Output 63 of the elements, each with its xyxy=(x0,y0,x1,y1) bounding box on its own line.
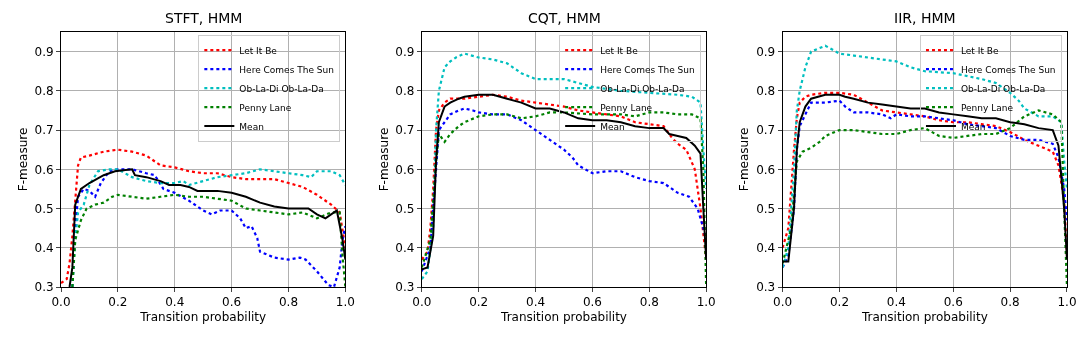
x-tick-label: 0.4 xyxy=(886,295,906,310)
legend-label: Mean xyxy=(600,121,625,132)
y-axis-title: F-measure xyxy=(737,127,752,192)
legend-label: Let It Be xyxy=(960,45,999,56)
y-tick-label: 0.6 xyxy=(756,162,776,177)
legend-label: Ob-La-Di Ob-La-Da xyxy=(239,83,324,94)
legend-label: Let It Be xyxy=(239,45,278,56)
x-tick-label: 0.2 xyxy=(108,295,128,310)
legend-label: Here Comes The Sun xyxy=(960,64,1056,75)
chart-title: STFT, HMM xyxy=(165,10,243,26)
x-tick-label: 0.6 xyxy=(582,295,602,310)
legend-label: Penny Lane xyxy=(960,102,1014,113)
y-tick-label: 0.7 xyxy=(34,123,54,138)
legend-label: Ob-La-Di Ob-La-Da xyxy=(960,83,1046,94)
x-tick-label: 0.8 xyxy=(278,295,299,310)
legend-label: Mean xyxy=(239,121,264,132)
y-axis-title: F-measure xyxy=(376,127,391,192)
y-tick-label: 0.4 xyxy=(756,240,776,255)
x-tick-label: 0.0 xyxy=(51,295,71,310)
y-tick-label: 0.4 xyxy=(395,240,415,255)
y-tick-label: 0.6 xyxy=(34,162,54,177)
x-axis-title: Transition probability xyxy=(139,310,267,325)
x-tick-label: 0.6 xyxy=(943,295,963,310)
y-tick-label: 0.5 xyxy=(395,201,415,216)
x-tick-label: 0.4 xyxy=(165,295,185,310)
x-tick-label: 0.0 xyxy=(773,295,793,310)
x-tick-label: 0.0 xyxy=(412,295,432,310)
y-tick-label: 0.3 xyxy=(756,280,776,295)
x-tick-label: 0.6 xyxy=(222,295,242,310)
chart-title: CQT, HMM xyxy=(528,10,601,26)
legend-label: Here Comes The Sun xyxy=(239,64,334,75)
y-tick-label: 0.9 xyxy=(34,44,54,59)
legend-label: Penny Lane xyxy=(239,102,292,113)
legend-label: Penny Lane xyxy=(600,102,653,113)
y-tick-label: 0.3 xyxy=(395,280,415,295)
x-tick-label: 0.2 xyxy=(829,295,850,310)
x-axis-title: Transition probability xyxy=(500,310,627,325)
y-tick-label: 0.5 xyxy=(34,201,54,216)
x-tick-label: 1.0 xyxy=(1057,295,1077,310)
y-tick-label: 0.8 xyxy=(756,84,776,99)
y-tick-label: 0.8 xyxy=(34,84,54,99)
x-tick-label: 0.2 xyxy=(469,295,489,310)
x-axis-title: Transition probability xyxy=(860,310,988,325)
y-tick-label: 0.3 xyxy=(34,280,54,295)
x-tick-label: 0.8 xyxy=(1000,295,1020,310)
y-tick-label: 0.8 xyxy=(395,84,415,99)
y-tick-label: 0.5 xyxy=(756,201,776,216)
y-tick-label: 0.7 xyxy=(756,123,776,138)
x-tick-label: 1.0 xyxy=(335,295,355,310)
y-tick-label: 0.7 xyxy=(395,123,415,138)
x-tick-label: 1.0 xyxy=(696,295,716,310)
legend-label: Mean xyxy=(960,121,986,132)
y-tick-label: 0.9 xyxy=(395,44,415,59)
legend-label: Let It Be xyxy=(600,45,639,56)
y-axis-title: F-measure xyxy=(15,127,30,192)
y-tick-label: 0.9 xyxy=(756,44,776,59)
legend-label: Here Comes The Sun xyxy=(600,64,695,75)
y-tick-label: 0.4 xyxy=(34,240,54,255)
legend-label: Ob-La-Di Ob-La-Da xyxy=(600,83,685,94)
y-tick-label: 0.6 xyxy=(395,162,415,177)
x-tick-label: 0.8 xyxy=(639,295,659,310)
chart-title: IIR, HMM xyxy=(894,10,956,26)
x-tick-label: 0.4 xyxy=(526,295,546,310)
